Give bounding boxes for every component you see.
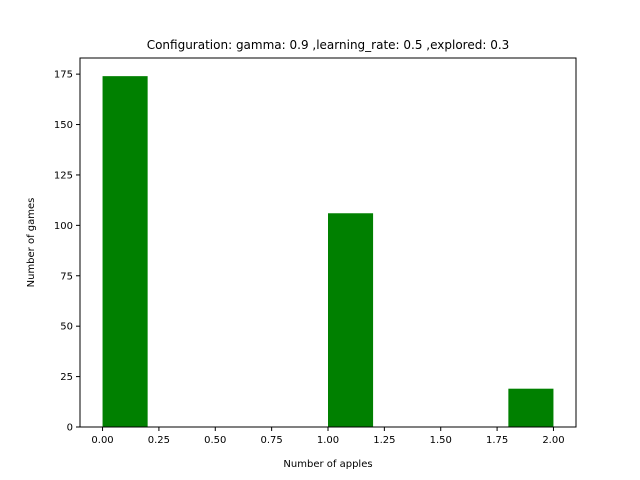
x-tick-label-2: 0.50 <box>204 435 226 446</box>
y-tick-label-1: 25 <box>60 372 73 383</box>
x-tick-label-8: 2.00 <box>542 435 564 446</box>
chart-title: Configuration: gamma: 0.9 ,learning_rate… <box>147 38 510 52</box>
x-tick-label-1: 0.25 <box>148 435 170 446</box>
x-tick-label-0: 0.00 <box>91 435 113 446</box>
bars-group <box>102 76 554 428</box>
x-tick-label-3: 0.75 <box>261 435 283 446</box>
y-tick-label-0: 0 <box>67 423 73 434</box>
x-tick-label-5: 1.25 <box>373 435 395 446</box>
x-tick-label-4: 1.00 <box>317 435 339 446</box>
y-axis-ticks: 0 25 50 75 100 125 150 175 <box>54 70 80 434</box>
x-axis-label: Number of apples <box>283 459 372 470</box>
y-tick-label-5: 125 <box>54 170 73 181</box>
x-tick-label-6: 1.50 <box>430 435 452 446</box>
y-tick-label-6: 150 <box>54 120 73 131</box>
y-tick-label-4: 100 <box>54 221 73 232</box>
y-tick-label-3: 75 <box>60 271 73 282</box>
bar-1 <box>328 213 374 427</box>
bar-0 <box>102 76 148 428</box>
y-axis-label: Number of games <box>26 198 37 288</box>
x-tick-label-7: 1.75 <box>486 435 508 446</box>
y-tick-label-7: 175 <box>54 70 73 81</box>
x-axis-ticks: 0.00 0.25 0.50 0.75 1.00 1.25 1.50 1.75 2.00 <box>91 427 565 446</box>
bar-2 <box>508 388 554 427</box>
y-tick-label-2: 50 <box>60 322 73 333</box>
